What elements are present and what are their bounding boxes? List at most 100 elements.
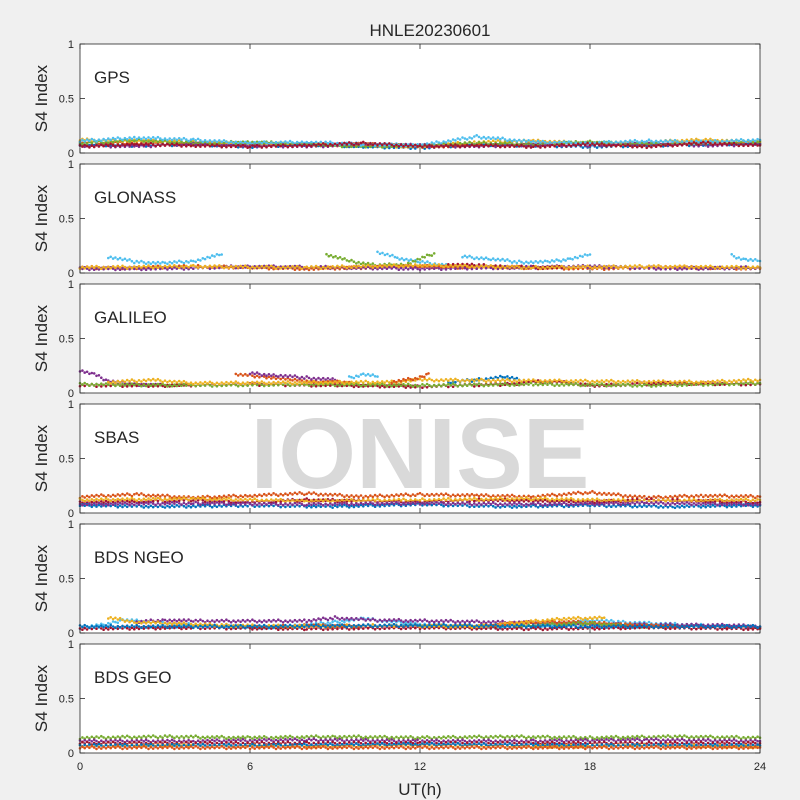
data-point bbox=[650, 265, 653, 269]
data-point bbox=[288, 381, 292, 385]
data-point bbox=[319, 384, 323, 388]
data-point bbox=[536, 383, 540, 387]
data-point bbox=[343, 141, 346, 145]
data-point bbox=[414, 383, 417, 387]
data-point bbox=[319, 265, 323, 268]
data-point bbox=[751, 141, 755, 144]
data-point bbox=[234, 380, 238, 383]
data-point bbox=[161, 138, 164, 142]
data-point bbox=[735, 268, 738, 271]
data-point bbox=[213, 267, 216, 270]
data-point bbox=[128, 258, 131, 261]
data-point bbox=[473, 257, 476, 261]
data-point bbox=[386, 252, 389, 256]
data-point bbox=[661, 140, 665, 144]
data-point bbox=[253, 375, 256, 379]
data-point bbox=[281, 380, 285, 384]
data-point bbox=[90, 500, 94, 504]
data-point bbox=[373, 264, 377, 268]
data-point bbox=[501, 136, 504, 140]
data-point bbox=[366, 263, 370, 267]
data-point bbox=[562, 266, 566, 269]
data-point bbox=[390, 379, 394, 383]
data-point bbox=[187, 261, 190, 264]
data-point bbox=[208, 264, 212, 268]
data-point bbox=[265, 141, 268, 145]
data-point bbox=[489, 258, 493, 262]
data-point bbox=[510, 382, 514, 386]
data-point bbox=[149, 141, 153, 145]
data-point bbox=[135, 505, 138, 508]
y-axis-label: S4 Index bbox=[32, 184, 51, 252]
data-point bbox=[470, 267, 474, 271]
data-point bbox=[754, 496, 757, 500]
data-point bbox=[121, 505, 124, 509]
data-point bbox=[229, 145, 233, 149]
data-point bbox=[123, 144, 127, 147]
data-point bbox=[128, 267, 131, 271]
data-point bbox=[213, 500, 216, 503]
data-point bbox=[449, 145, 453, 149]
data-point bbox=[293, 266, 297, 270]
data-point bbox=[730, 143, 733, 146]
data-point bbox=[213, 383, 216, 386]
data-point bbox=[624, 264, 627, 268]
data-point bbox=[428, 267, 431, 271]
data-point bbox=[659, 144, 663, 148]
data-point bbox=[418, 268, 422, 272]
data-point bbox=[293, 143, 297, 147]
data-point bbox=[206, 266, 209, 269]
data-point bbox=[201, 257, 205, 260]
data-point bbox=[390, 381, 394, 385]
data-point bbox=[569, 266, 573, 270]
data-point bbox=[116, 267, 120, 270]
data-point bbox=[669, 143, 672, 147]
data-point bbox=[423, 263, 427, 267]
data-point bbox=[598, 265, 601, 268]
data-point bbox=[81, 369, 84, 372]
data-point bbox=[449, 264, 453, 267]
data-point bbox=[633, 138, 637, 142]
data-point bbox=[647, 138, 651, 141]
data-point bbox=[437, 263, 441, 266]
data-point bbox=[371, 145, 375, 149]
data-point bbox=[501, 375, 504, 379]
data-point bbox=[583, 253, 587, 256]
data-point bbox=[369, 265, 372, 268]
data-point bbox=[142, 267, 146, 270]
data-point bbox=[194, 384, 197, 388]
data-point bbox=[270, 377, 273, 380]
data-point bbox=[180, 260, 183, 264]
data-point bbox=[398, 258, 401, 261]
data-point bbox=[739, 384, 743, 387]
data-point bbox=[159, 267, 162, 271]
data-point bbox=[137, 261, 141, 264]
data-point bbox=[272, 373, 275, 376]
data-point bbox=[253, 266, 256, 270]
data-point bbox=[340, 145, 344, 149]
data-point bbox=[484, 266, 488, 270]
data-point bbox=[154, 384, 157, 387]
data-point bbox=[307, 376, 311, 380]
data-point bbox=[475, 264, 479, 268]
data-point bbox=[251, 380, 254, 384]
data-point bbox=[673, 383, 677, 387]
data-point bbox=[90, 144, 94, 147]
data-point bbox=[142, 378, 146, 382]
data-point bbox=[654, 496, 658, 499]
data-point bbox=[711, 383, 715, 387]
data-point bbox=[491, 144, 495, 148]
data-point bbox=[123, 380, 127, 384]
data-point bbox=[305, 381, 309, 385]
data-point bbox=[378, 383, 382, 387]
data-point bbox=[272, 265, 275, 269]
data-point bbox=[258, 266, 261, 270]
data-point bbox=[633, 264, 637, 267]
data-point bbox=[310, 144, 313, 148]
data-point bbox=[600, 144, 604, 148]
data-point bbox=[208, 383, 212, 387]
data-point bbox=[144, 379, 148, 383]
data-point bbox=[305, 140, 309, 144]
data-point bbox=[503, 381, 507, 385]
